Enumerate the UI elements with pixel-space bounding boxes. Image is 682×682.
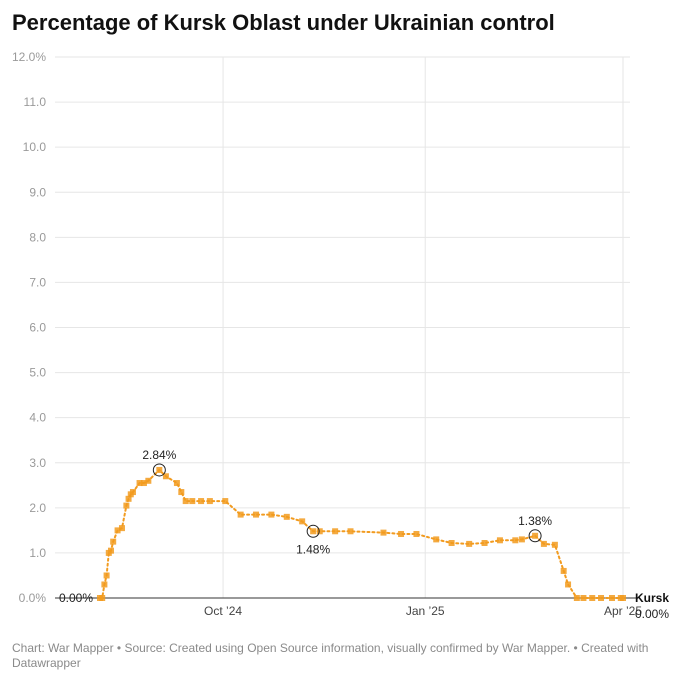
data-point bbox=[532, 532, 539, 539]
series-end-label: Kursk bbox=[635, 591, 669, 605]
data-point bbox=[156, 466, 163, 473]
y-tick-label: 8.0 bbox=[29, 230, 46, 244]
data-point bbox=[162, 473, 169, 480]
data-point bbox=[496, 537, 503, 544]
y-axis-ticks: 0.0% 1.0 2.0 3.0 4.0 5.0 6.0 7.0 8.0 9.0 10.0 11.0 1… bbox=[12, 50, 46, 605]
gridlines bbox=[55, 56, 630, 598]
data-point bbox=[620, 595, 626, 601]
annotation-label: 1.38% bbox=[518, 514, 552, 528]
annotation-circle bbox=[528, 529, 542, 543]
data-point bbox=[253, 511, 260, 518]
data-point bbox=[206, 498, 213, 505]
x-tick-label: Oct ’24 bbox=[204, 604, 242, 618]
data-point bbox=[518, 536, 525, 543]
data-point bbox=[189, 498, 196, 505]
annotation-circle bbox=[306, 524, 320, 538]
data-point bbox=[114, 527, 121, 534]
data-point bbox=[481, 539, 488, 546]
y-tick-label: 6.0 bbox=[29, 321, 46, 335]
data-point bbox=[107, 547, 114, 554]
data-point bbox=[299, 518, 306, 525]
data-point bbox=[283, 513, 290, 520]
data-point bbox=[101, 581, 108, 588]
y-tick-label: 1.0 bbox=[29, 546, 46, 560]
data-point bbox=[99, 595, 106, 601]
data-point bbox=[222, 498, 229, 505]
y-tick-label: 11.0 bbox=[24, 95, 47, 109]
data-point bbox=[129, 489, 136, 496]
data-point bbox=[466, 540, 473, 547]
data-point bbox=[433, 536, 440, 543]
y-tick-label: 10.0 bbox=[23, 140, 47, 154]
data-point bbox=[136, 480, 143, 487]
data-point bbox=[551, 541, 558, 548]
data-point bbox=[413, 530, 420, 537]
start-value-label: 0.00% bbox=[59, 591, 93, 605]
data-point bbox=[118, 525, 125, 532]
y-tick-label: 7.0 bbox=[29, 275, 46, 289]
chart-title: Percentage of Kursk Oblast under Ukraini… bbox=[12, 10, 555, 35]
data-point bbox=[310, 528, 317, 535]
data-point bbox=[598, 595, 605, 601]
annotation-circle bbox=[152, 463, 166, 477]
y-tick-label: 4.0 bbox=[29, 411, 46, 425]
data-point bbox=[332, 528, 339, 535]
y-tick-label: 2.0 bbox=[29, 501, 46, 515]
data-point bbox=[560, 567, 567, 574]
data-point bbox=[140, 480, 147, 487]
annotation-label: 1.48% bbox=[296, 542, 330, 556]
data-point bbox=[448, 539, 455, 546]
chart-footer: Chart: War Mapper • Source: Created usin… bbox=[12, 641, 649, 670]
data-point bbox=[123, 502, 130, 509]
data-point bbox=[580, 595, 587, 601]
data-point bbox=[347, 528, 354, 535]
x-tick-label: Jan ’25 bbox=[406, 604, 445, 618]
y-tick-label: 3.0 bbox=[29, 456, 46, 470]
data-point bbox=[609, 595, 616, 601]
data-point bbox=[178, 489, 185, 496]
data-point bbox=[512, 537, 519, 544]
data-point bbox=[103, 572, 110, 579]
data-point bbox=[110, 538, 117, 545]
data-point bbox=[237, 511, 244, 518]
data-point bbox=[380, 529, 387, 536]
data-point bbox=[145, 477, 152, 484]
data-point bbox=[398, 530, 405, 537]
y-tick-label: 9.0 bbox=[29, 185, 46, 199]
y-tick-label: 0.0% bbox=[19, 591, 47, 605]
series-kursk bbox=[97, 466, 626, 601]
x-tick-label: Apr ’25 bbox=[604, 604, 642, 618]
data-point bbox=[173, 480, 180, 487]
data-point bbox=[198, 498, 205, 505]
annotation-label: 2.84% bbox=[142, 448, 176, 462]
y-tick-label: 12.0% bbox=[12, 50, 46, 64]
line-chart: 0.0% 1.0 2.0 3.0 4.0 5.0 6.0 7.0 8.0 9.0 10.0 11.0 1… bbox=[12, 50, 669, 621]
data-point bbox=[565, 581, 572, 588]
data-point bbox=[540, 540, 547, 547]
data-point bbox=[573, 595, 580, 601]
x-axis-ticks: Oct ’24 Jan ’25 Apr ’25 bbox=[204, 604, 642, 618]
end-value-label: 0.00% bbox=[635, 607, 669, 621]
y-tick-label: 5.0 bbox=[29, 366, 46, 380]
annotations: 2.84% 1.48% 1.38% 0.00% Kursk 0.00% bbox=[59, 448, 669, 621]
data-point bbox=[316, 528, 323, 535]
data-point bbox=[268, 511, 275, 518]
data-point bbox=[589, 595, 596, 601]
data-point bbox=[125, 495, 132, 502]
data-point bbox=[182, 498, 189, 505]
